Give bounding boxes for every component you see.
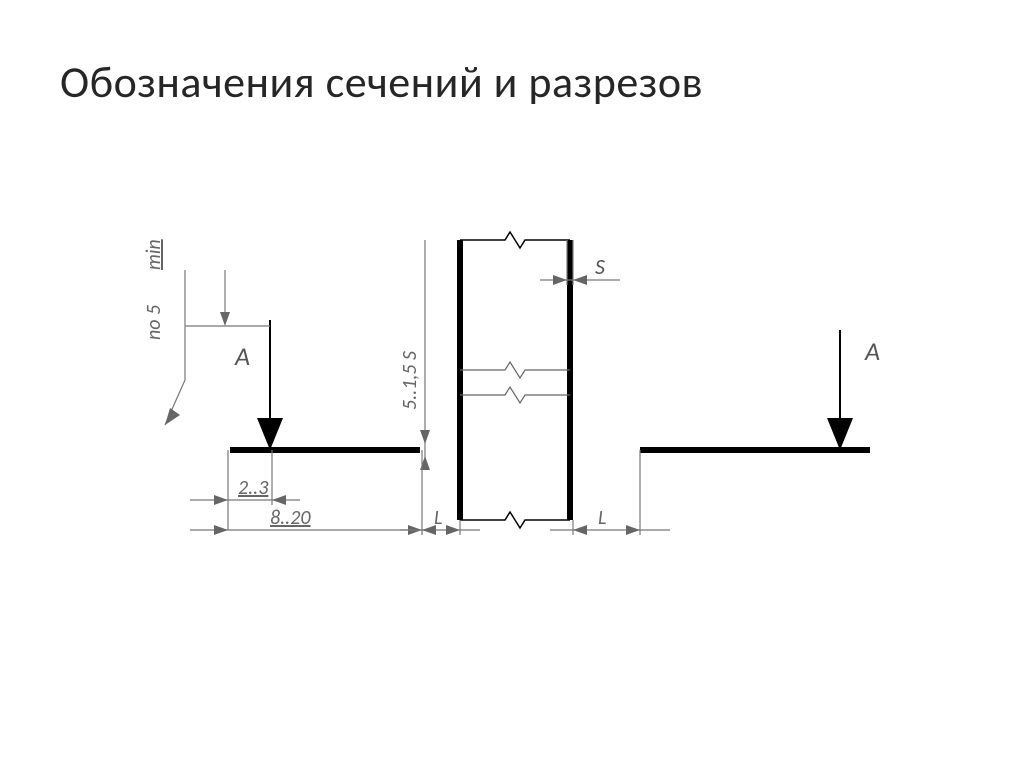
- label-A-left: А: [234, 340, 250, 372]
- label-A-right: А: [864, 335, 880, 367]
- page-title: Обозначения сечений и разрезов: [60, 55, 703, 109]
- label-S: S: [595, 253, 605, 280]
- view-arrow-right: [827, 330, 853, 450]
- label-min: min: [142, 239, 166, 270]
- label-no5: no 5: [142, 305, 166, 340]
- no5-min-annotation: [165, 270, 270, 425]
- slide: Обозначения сечений и разрезов А: [0, 0, 1024, 767]
- label-dim-23: 2..3: [238, 476, 269, 500]
- section-diagram: А no 5 min 5..1,5 S 2..3: [130, 210, 900, 580]
- label-L1: L: [434, 506, 442, 530]
- view-arrow-left: [257, 320, 283, 450]
- label-dim-820: 8..20: [270, 506, 311, 530]
- dim-S: [540, 240, 620, 285]
- label-vertical-dim: 5..1,5 S: [398, 350, 422, 410]
- label-L2: L: [598, 506, 606, 530]
